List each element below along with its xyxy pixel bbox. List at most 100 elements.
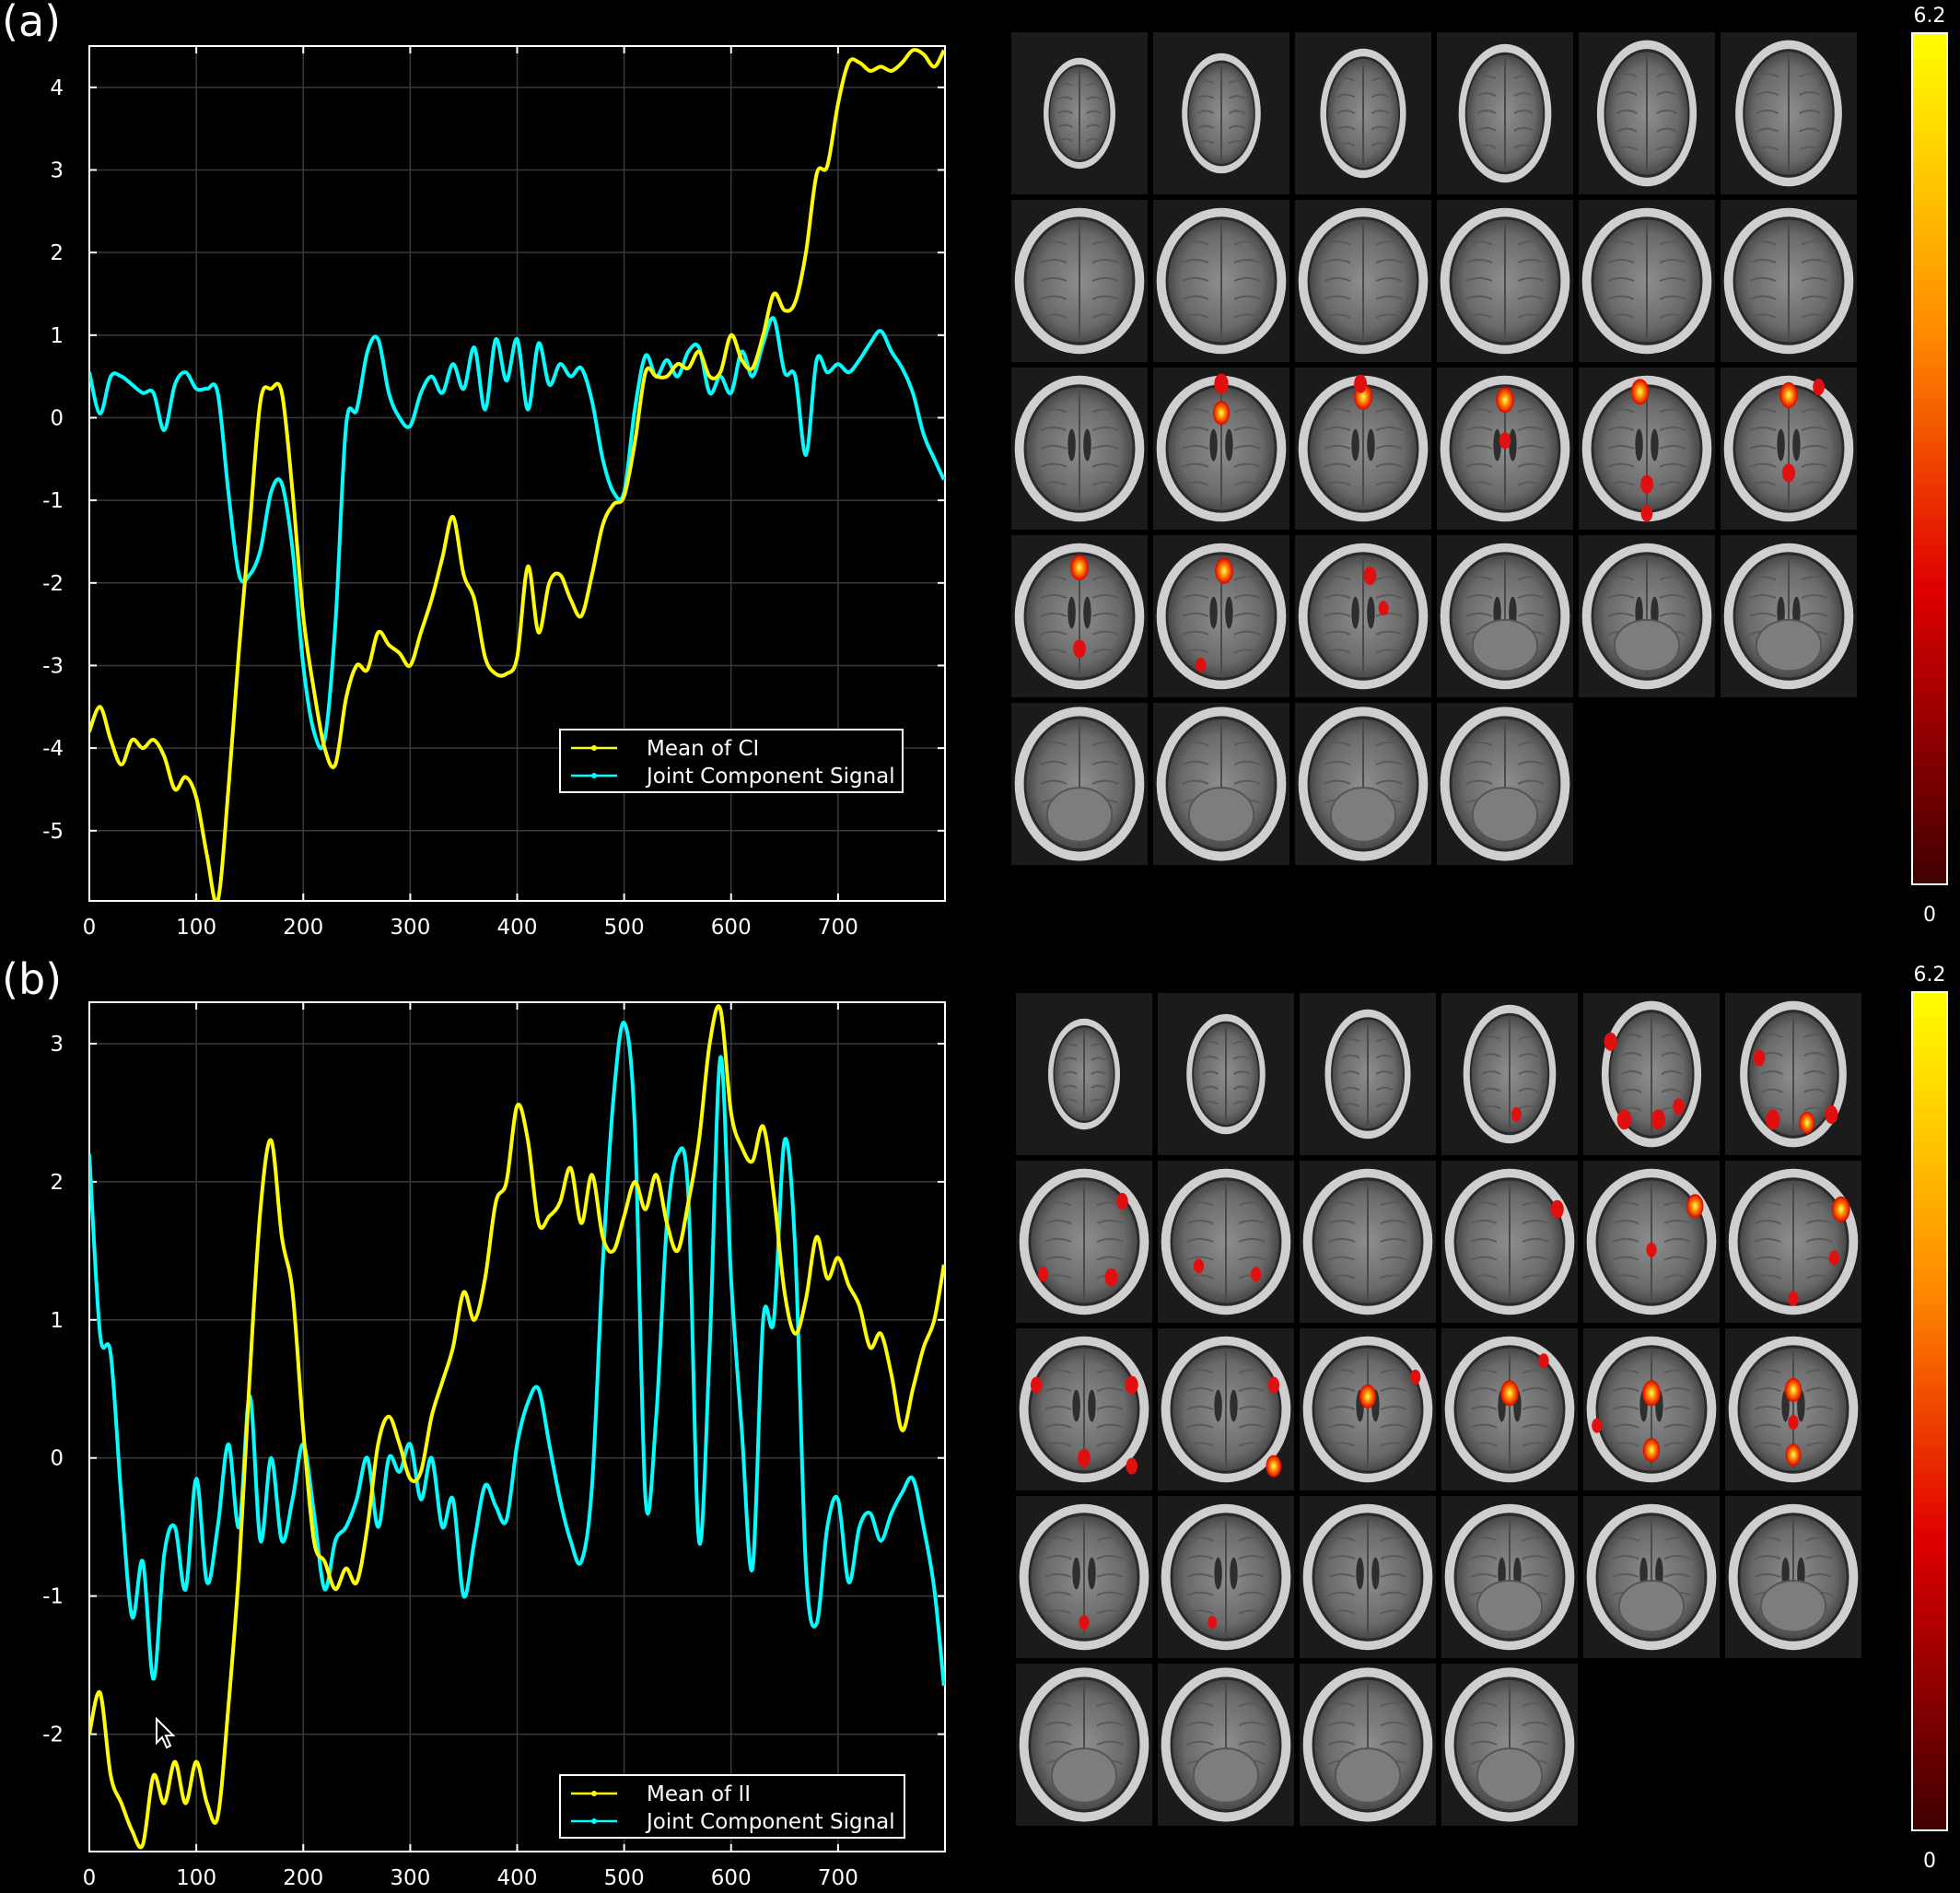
sulcus-right bbox=[1233, 444, 1261, 450]
y-tick-label: -3 bbox=[42, 654, 64, 678]
activation-blob bbox=[1250, 1267, 1262, 1282]
brain-slice bbox=[1583, 1496, 1720, 1658]
cerebellum bbox=[1334, 1747, 1402, 1804]
activation-blob bbox=[1686, 1194, 1704, 1219]
brain-slice bbox=[1153, 32, 1289, 194]
activation-blob bbox=[1073, 639, 1086, 659]
brain-slice bbox=[1579, 32, 1715, 194]
sulcus-right bbox=[1375, 594, 1403, 600]
sulcus-left bbox=[1621, 1069, 1642, 1075]
sulcus-right bbox=[1517, 313, 1545, 319]
y-tick-label: 1 bbox=[50, 1309, 64, 1333]
sulcus-right bbox=[1522, 1405, 1549, 1410]
brain-slice bbox=[1295, 200, 1431, 362]
y-tick-label: 0 bbox=[50, 406, 64, 430]
activation-blob bbox=[1208, 1616, 1218, 1630]
activation-blob bbox=[1499, 432, 1511, 450]
sulcus-right bbox=[1229, 110, 1246, 114]
sulcus-right bbox=[1805, 1201, 1833, 1207]
ventricle-left bbox=[1072, 1389, 1080, 1422]
sulcus-left bbox=[1616, 73, 1638, 78]
panel-label-a: (a) bbox=[2, 0, 62, 46]
sulcus-right bbox=[1803, 1088, 1826, 1093]
sulcus-right bbox=[1096, 1701, 1124, 1708]
sulcus-right bbox=[1522, 1369, 1549, 1374]
sulcus-left bbox=[1470, 1201, 1498, 1207]
sulcus-left bbox=[1612, 1405, 1639, 1410]
sulcus-left bbox=[1182, 612, 1209, 617]
activation-blob bbox=[1126, 1457, 1138, 1475]
sulcus-left bbox=[1621, 1088, 1642, 1093]
brain-slice bbox=[1300, 1161, 1436, 1323]
activation-blob bbox=[1354, 374, 1368, 393]
sulcus-right bbox=[1375, 276, 1403, 282]
sulcus-left bbox=[1336, 125, 1356, 131]
sulcus-right bbox=[1805, 1572, 1833, 1578]
sulcus-right bbox=[1801, 481, 1828, 486]
sulcus-left bbox=[1328, 1256, 1356, 1261]
activation-blob bbox=[1104, 1268, 1118, 1287]
activation-blob bbox=[1604, 1032, 1617, 1051]
sulcus-right bbox=[1096, 1256, 1124, 1261]
brain-slice bbox=[1721, 535, 1857, 697]
sulcus-right bbox=[1659, 576, 1686, 581]
activation-blob bbox=[1267, 1376, 1280, 1394]
sulcus-left bbox=[1201, 1100, 1219, 1105]
sulcus-right bbox=[1801, 576, 1828, 581]
activation-blob bbox=[1550, 1199, 1564, 1219]
sulcus-left bbox=[1470, 1423, 1498, 1429]
cerebellum bbox=[1617, 1579, 1686, 1633]
sulcus-left bbox=[1612, 1369, 1639, 1374]
y-tick-label: 4 bbox=[50, 76, 64, 100]
sulcus-left bbox=[1470, 1442, 1498, 1447]
sulcus-right bbox=[1805, 1237, 1833, 1243]
sulcus-right bbox=[1659, 276, 1686, 282]
sulcus-right bbox=[1233, 408, 1261, 414]
sulcus-left bbox=[1186, 1721, 1214, 1727]
ventricle-right bbox=[1367, 428, 1375, 462]
sulcus-left bbox=[1044, 1423, 1072, 1429]
activation-blob bbox=[1070, 555, 1089, 581]
sulcus-left bbox=[1328, 1387, 1356, 1393]
activation-blob bbox=[1078, 1448, 1091, 1467]
sulcus-right bbox=[1229, 79, 1246, 85]
sulcus-right bbox=[1375, 649, 1403, 654]
ventricle-right bbox=[1088, 1389, 1096, 1422]
sulcus-left bbox=[1612, 1555, 1639, 1560]
brain-slice bbox=[1016, 1664, 1152, 1826]
sulcus-right bbox=[1522, 1423, 1549, 1429]
sulcus-left bbox=[1182, 594, 1209, 600]
sulcus-right bbox=[1096, 1721, 1124, 1727]
brain-slice bbox=[1153, 200, 1289, 362]
sulcus-right bbox=[1086, 110, 1102, 114]
cerebellum bbox=[1471, 618, 1539, 672]
sulcus-left bbox=[1612, 1274, 1639, 1280]
sulcus-right bbox=[1380, 1537, 1407, 1542]
x-tick-label: 500 bbox=[604, 916, 645, 940]
sulcus-right bbox=[1380, 1220, 1407, 1225]
colorbar-min-label: 0 bbox=[1923, 1850, 1936, 1873]
sulcus-left bbox=[1749, 276, 1777, 282]
sulcus-left bbox=[1196, 95, 1214, 99]
sulcus-left bbox=[1044, 1572, 1072, 1578]
sulcus-right bbox=[1522, 1274, 1549, 1280]
sulcus-right bbox=[1096, 1609, 1124, 1615]
brain-slice bbox=[1295, 703, 1431, 865]
sulcus-right bbox=[1091, 313, 1119, 319]
sulcus-right bbox=[1086, 82, 1102, 87]
legend-marker-0 bbox=[591, 1791, 597, 1796]
ventricle-right bbox=[1509, 428, 1517, 462]
sulcus-left bbox=[1470, 1256, 1498, 1261]
sulcus-left bbox=[1612, 1220, 1639, 1225]
x-tick-label: 200 bbox=[283, 916, 323, 940]
sulcus-right bbox=[1233, 779, 1261, 785]
y-tick-label: 0 bbox=[50, 1447, 64, 1471]
sulcus-right bbox=[1518, 1104, 1538, 1110]
sulcus-left bbox=[1324, 741, 1351, 747]
sulcus-right bbox=[1091, 630, 1119, 636]
sulcus-right bbox=[1375, 295, 1403, 300]
sulcus-left bbox=[1182, 741, 1209, 747]
sulcus-left bbox=[1182, 462, 1209, 468]
x-tick-label: 200 bbox=[283, 1866, 323, 1890]
sulcus-right bbox=[1233, 630, 1261, 636]
